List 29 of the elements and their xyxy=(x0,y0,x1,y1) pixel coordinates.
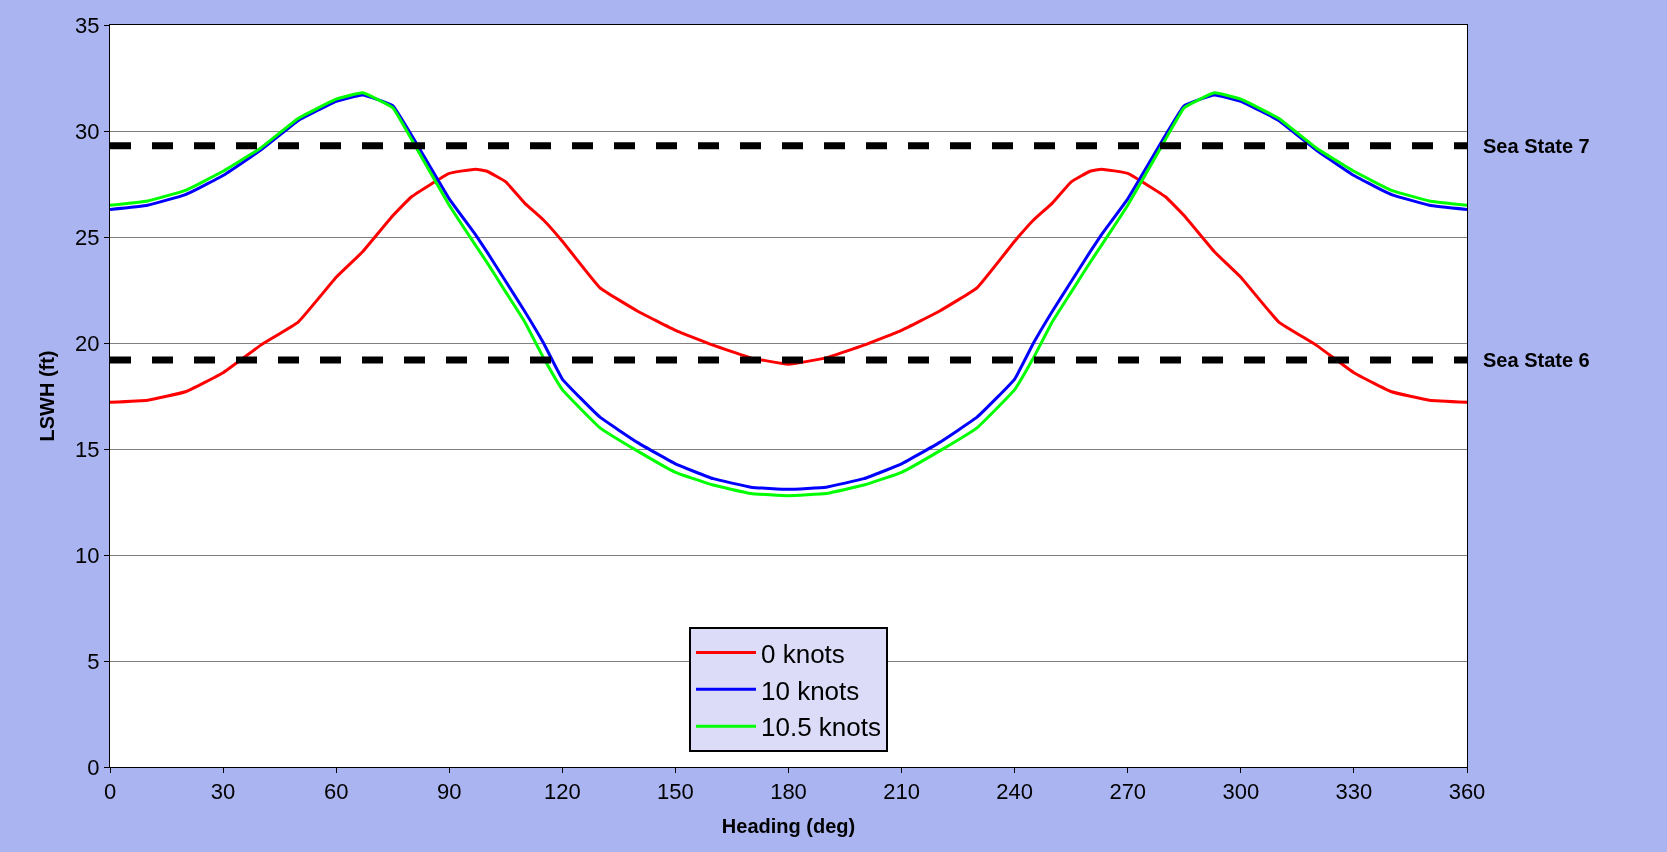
ref-line-label: Sea State 6 xyxy=(1483,349,1590,371)
x-tick-label: 150 xyxy=(657,779,694,805)
legend-label: 10.5 knots xyxy=(761,712,881,743)
x-tick-label: 330 xyxy=(1335,779,1373,805)
x-tick-label: 300 xyxy=(1222,779,1260,805)
y-tick-label: 30 xyxy=(75,118,100,144)
x-tick-label: 90 xyxy=(437,779,462,805)
line-series xyxy=(110,167,1467,404)
x-tick-label: 270 xyxy=(1109,779,1147,805)
legend-label: 10 knots xyxy=(761,675,860,706)
y-tick-label: 15 xyxy=(75,436,100,462)
ref-line-label: Sea State 7 xyxy=(1483,135,1590,157)
x-axis-title: Heading (deg) xyxy=(721,814,856,837)
y-axis-title: LSWH (ft) xyxy=(35,350,58,442)
x-tick-label: 60 xyxy=(323,779,349,805)
x-tick-label: 210 xyxy=(883,779,920,805)
y-tick-label: 20 xyxy=(75,330,100,356)
y-tick-label: 10 xyxy=(75,542,100,568)
x-tick-label: 360 xyxy=(1448,779,1486,805)
y-tick-label: 0 xyxy=(87,754,100,780)
x-tick-label: 120 xyxy=(543,779,581,805)
y-tick-label: 35 xyxy=(75,12,100,38)
x-tick-label: 240 xyxy=(996,779,1034,805)
y-tick-label: 25 xyxy=(75,224,100,250)
y-tick-label: 5 xyxy=(87,648,100,674)
x-tick-label: 0 xyxy=(103,779,117,805)
legend-label: 0 knots xyxy=(761,638,845,669)
x-tick-label: 180 xyxy=(770,779,807,805)
x-tick-label: 30 xyxy=(210,779,236,805)
